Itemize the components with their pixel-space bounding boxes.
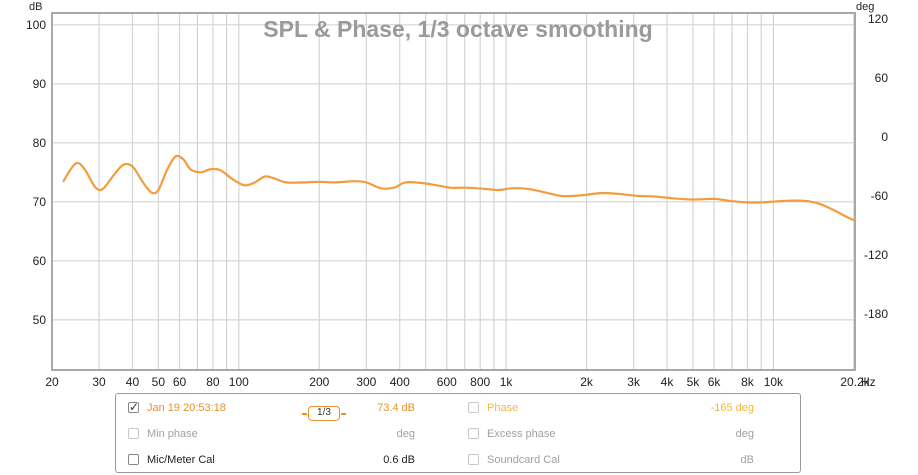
excess-phase-value: deg: [735, 428, 754, 440]
y-right-tick-label: -120: [864, 248, 888, 262]
series-layer: [62, 154, 856, 222]
x-tick-label: 600: [437, 375, 457, 389]
x-tick-label: 400: [390, 375, 410, 389]
spl-series-line: [62, 154, 856, 222]
y-right-tick-label: 0: [881, 130, 888, 144]
x-tick-label: 5k: [687, 375, 701, 389]
y-left-tick-label: 90: [33, 77, 47, 91]
y-left-tick-label: 100: [26, 18, 46, 32]
y-left-unit: dB: [29, 1, 42, 13]
y-right-tick-label: 120: [868, 12, 888, 26]
chart-title: SPL & Phase, 1/3 octave smoothing: [263, 16, 652, 42]
chart: 20 30 40 50 60 80 100 200 300 400 600 800 1k 2k 3k 4k 5k…: [26, 1, 888, 389]
x-tick-label: 4k: [661, 375, 675, 389]
x-tick-label: 100: [229, 375, 249, 389]
x-tick-label: 1k: [500, 375, 514, 389]
y-left-tick-label: 80: [33, 136, 47, 150]
soundcard-cal-checkbox[interactable]: [468, 454, 479, 465]
mic-cal-checkbox[interactable]: [128, 454, 139, 465]
spl-value: 73.4 dB: [377, 402, 415, 414]
x-tick-label: 40: [126, 375, 140, 389]
x-tick-label: 50: [152, 375, 166, 389]
min-phase-checkbox[interactable]: [128, 428, 139, 439]
x-tick-label: 20: [45, 375, 59, 389]
x-tick-label: 300: [356, 375, 376, 389]
x-tick-label: 60: [173, 375, 187, 389]
y-left-tick-label: 50: [33, 313, 47, 327]
y-right-tick-label: -180: [864, 307, 888, 321]
phase-label: Phase: [487, 402, 519, 414]
excess-phase-label: Excess phase: [487, 428, 556, 440]
min-phase-label: Min phase: [147, 428, 198, 440]
x-tick-label: 8k: [741, 375, 755, 389]
x-tick-label: 20.2k: [840, 375, 870, 389]
grid-lines: [52, 13, 855, 370]
phase-checkbox[interactable]: [468, 402, 479, 413]
x-tick-label: 800: [470, 375, 490, 389]
measurement-checkbox[interactable]: ✓: [128, 400, 140, 414]
smoothing-button[interactable]: 1/3: [302, 406, 346, 421]
y-left-tick-label: 70: [33, 195, 47, 209]
soundcard-cal-label: Soundcard Cal: [487, 454, 560, 466]
y-right-tick-label: 60: [875, 71, 889, 85]
tick-labels: 20 30 40 50 60 80 100 200 300 400 600 800 1k 2k 3k 4k 5k…: [26, 12, 888, 389]
phase-value: -165 deg: [710, 402, 754, 414]
legend-row-measurement: ✓ Jan 19 20:53:18 1/3 73.4 dB Phase -165…: [128, 400, 788, 421]
legend-row-min-phase: Min phase deg Excess phase deg: [128, 426, 788, 442]
x-tick-label: 80: [206, 375, 220, 389]
x-tick-label: 10k: [764, 375, 784, 389]
excess-phase-checkbox[interactable]: [468, 428, 479, 439]
x-tick-label: 2k: [580, 375, 594, 389]
y-left-tick-label: 60: [33, 254, 47, 268]
legend-panel: ✓ Jan 19 20:53:18 1/3 73.4 dB Phase -165…: [115, 393, 801, 473]
x-tick-label: 6k: [708, 375, 722, 389]
soundcard-cal-value: dB: [740, 454, 754, 466]
mic-cal-value: 0.6 dB: [383, 454, 415, 466]
measurement-label: Jan 19 20:53:18: [147, 402, 226, 414]
check-icon: ✓: [129, 400, 140, 414]
plot-frame: [51, 12, 856, 371]
x-unit: Hz: [861, 375, 876, 389]
min-phase-value: deg: [396, 428, 415, 440]
x-tick-label: 200: [309, 375, 329, 389]
mic-cal-label: Mic/Meter Cal: [147, 454, 215, 466]
x-tick-label: 3k: [627, 375, 641, 389]
y-right-tick-label: -60: [871, 189, 889, 203]
y-right-unit: deg: [856, 1, 874, 13]
legend-row-cal: Mic/Meter Cal 0.6 dB Soundcard Cal dB: [128, 452, 788, 468]
x-tick-label: 30: [92, 375, 106, 389]
